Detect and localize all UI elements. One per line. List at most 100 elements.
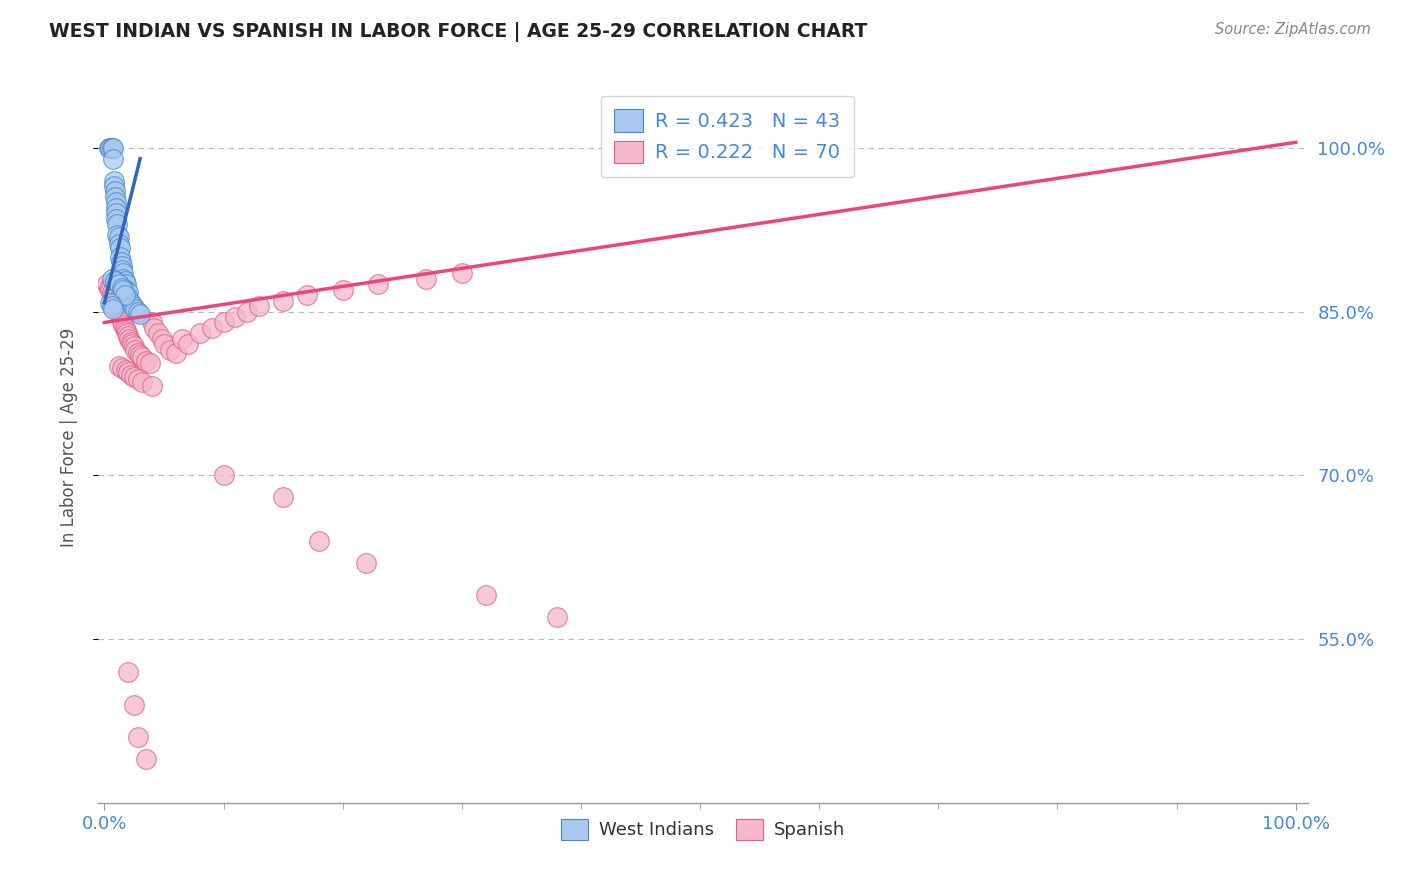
- Point: [143, 321, 166, 335]
- Point: [114, 288, 136, 302]
- Point: [200, 321, 222, 335]
- Point: [124, 302, 146, 317]
- Point: [105, 299, 128, 313]
- Point: [104, 185, 127, 199]
- Point: [127, 304, 149, 318]
- Point: [100, 272, 122, 286]
- Point: [129, 348, 152, 362]
- Point: [111, 263, 134, 277]
- Point: [108, 241, 131, 255]
- Y-axis label: In Labor Force | Age 25-29: In Labor Force | Age 25-29: [59, 327, 77, 547]
- Point: [114, 324, 136, 338]
- Point: [135, 353, 157, 368]
- Point: [100, 141, 122, 155]
- Point: [107, 228, 129, 243]
- Point: [111, 280, 134, 294]
- Point: [117, 285, 139, 299]
- Point: [98, 295, 121, 310]
- Point: [122, 339, 145, 353]
- Point: [117, 665, 139, 679]
- Text: WEST INDIAN VS SPANISH IN LABOR FORCE | AGE 25-29 CORRELATION CHART: WEST INDIAN VS SPANISH IN LABOR FORCE | …: [49, 22, 868, 42]
- Point: [127, 731, 149, 745]
- Point: [212, 315, 235, 329]
- Point: [120, 335, 142, 350]
- Point: [114, 321, 136, 335]
- Point: [98, 283, 121, 297]
- Point: [114, 277, 136, 292]
- Point: [247, 299, 270, 313]
- Point: [131, 351, 153, 365]
- Point: [112, 266, 135, 280]
- Point: [159, 343, 181, 357]
- Point: [104, 274, 127, 288]
- Point: [105, 195, 128, 210]
- Point: [120, 295, 142, 310]
- Point: [474, 588, 496, 602]
- Point: [122, 299, 145, 313]
- Point: [114, 274, 136, 288]
- Point: [103, 179, 125, 194]
- Point: [100, 285, 122, 299]
- Point: [110, 255, 132, 269]
- Point: [332, 283, 354, 297]
- Point: [117, 328, 139, 343]
- Point: [165, 346, 187, 360]
- Point: [271, 293, 294, 308]
- Point: [101, 302, 124, 317]
- Point: [177, 337, 200, 351]
- Point: [271, 490, 294, 504]
- Point: [105, 211, 128, 226]
- Point: [131, 376, 153, 390]
- Point: [103, 173, 125, 187]
- Point: [127, 346, 149, 360]
- Point: [104, 293, 127, 308]
- Point: [188, 326, 211, 341]
- Text: Source: ZipAtlas.com: Source: ZipAtlas.com: [1215, 22, 1371, 37]
- Point: [107, 302, 129, 317]
- Point: [107, 230, 129, 244]
- Point: [120, 368, 142, 382]
- Point: [100, 299, 122, 313]
- Point: [98, 280, 121, 294]
- Point: [356, 556, 378, 570]
- Point: [112, 272, 135, 286]
- Legend: West Indians, Spanish: West Indians, Spanish: [553, 810, 853, 848]
- Point: [105, 206, 128, 220]
- Point: [107, 277, 129, 292]
- Point: [117, 365, 139, 379]
- Point: [111, 361, 134, 376]
- Point: [96, 277, 118, 292]
- Point: [108, 250, 131, 264]
- Point: [112, 318, 135, 332]
- Point: [111, 312, 134, 326]
- Point: [308, 533, 330, 548]
- Point: [153, 337, 176, 351]
- Point: [122, 698, 145, 712]
- Point: [107, 359, 129, 373]
- Point: [98, 141, 121, 155]
- Point: [98, 141, 121, 155]
- Point: [124, 343, 146, 357]
- Point: [118, 332, 141, 346]
- Point: [122, 370, 145, 384]
- Point: [117, 292, 139, 306]
- Point: [105, 201, 128, 215]
- Point: [104, 190, 127, 204]
- Point: [111, 315, 134, 329]
- Point: [146, 326, 169, 341]
- Point: [103, 292, 125, 306]
- Point: [105, 295, 128, 310]
- Point: [108, 307, 131, 321]
- Point: [150, 332, 173, 346]
- Point: [135, 752, 157, 766]
- Point: [110, 310, 132, 324]
- Point: [546, 610, 568, 624]
- Point: [141, 315, 163, 329]
- Point: [121, 337, 143, 351]
- Point: [101, 141, 124, 155]
- Point: [415, 272, 437, 286]
- Point: [101, 288, 124, 302]
- Point: [138, 356, 160, 370]
- Point: [170, 332, 193, 346]
- Point: [212, 468, 235, 483]
